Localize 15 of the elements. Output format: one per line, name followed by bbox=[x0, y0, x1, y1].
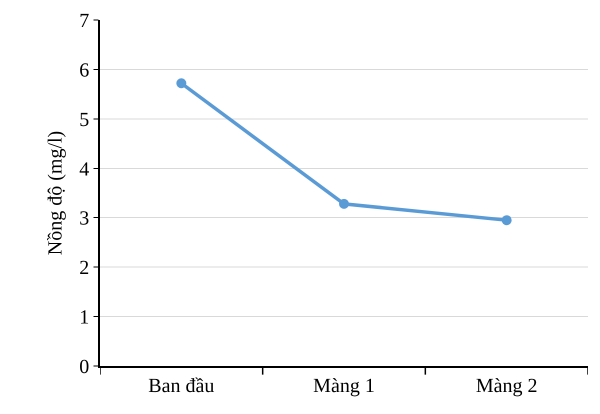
y-tick-label: 1 bbox=[79, 306, 90, 329]
x-tick-label: Màng 1 bbox=[313, 374, 375, 397]
y-tick-label: 2 bbox=[79, 257, 90, 280]
y-tick-label: 4 bbox=[79, 158, 90, 180]
y-tick-label: 5 bbox=[79, 108, 90, 131]
y-tick-label: 7 bbox=[79, 10, 90, 32]
point bbox=[502, 215, 512, 226]
x-tick-label: Ban đầu bbox=[148, 374, 214, 397]
point bbox=[339, 198, 349, 209]
y-tick-label: 6 bbox=[79, 59, 90, 82]
x-tick-label: Màng 2 bbox=[476, 374, 538, 397]
point bbox=[176, 78, 186, 88]
y-axis-title: Nồng độ (mg/l) bbox=[44, 130, 66, 256]
y-tick-label: 0 bbox=[79, 356, 90, 378]
y-tick-label: 3 bbox=[79, 208, 90, 230]
